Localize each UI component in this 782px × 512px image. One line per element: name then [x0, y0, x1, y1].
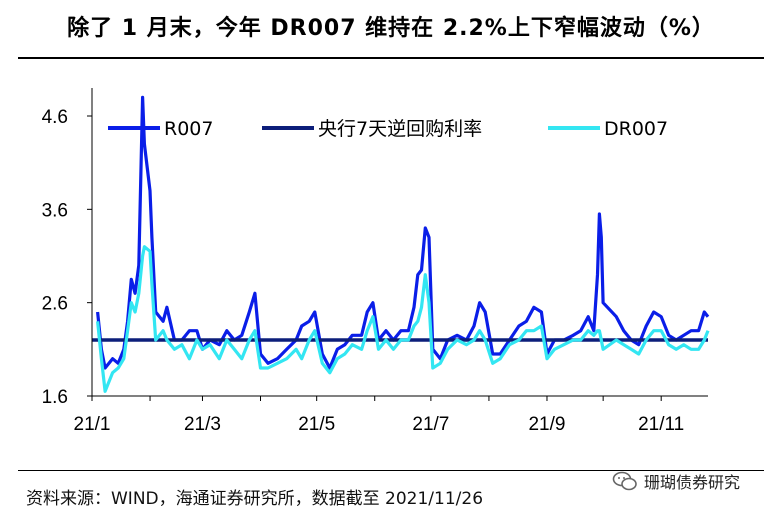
x-tick-label: 21/3 — [184, 414, 221, 435]
legend-label: DR007 — [604, 118, 668, 140]
line-chart: 1.6 2.6 3.6 4.6 21/1 21/3 21/5 21/7 21/9 21/11 R0… — [42, 88, 710, 435]
series-layer — [92, 95, 710, 393]
legend-label: R007 — [164, 118, 213, 140]
watermark: 珊瑚债券研究 — [612, 468, 740, 494]
chart-title: 除了 1 月末，今年 DR007 维持在 2.2%上下窄幅波动（%） — [67, 16, 715, 41]
x-tick-label: 21/5 — [298, 414, 335, 435]
axes-layer: 1.6 2.6 3.6 4.6 21/1 21/3 21/5 21/7 21/9 21/11 — [42, 88, 708, 435]
wechat-icon — [612, 471, 637, 491]
legend: R007 央行7天逆回购利率 DR007 — [108, 118, 668, 140]
title-rule — [18, 57, 764, 59]
y-tick-label: 3.6 — [42, 200, 68, 221]
source-note: 资料来源：WIND，海通证券研究所，数据截至 2021/11/26 — [26, 489, 484, 509]
series-line-2 — [96, 245, 710, 393]
y-tick-label: 2.6 — [42, 294, 68, 315]
y-tick-label: 4.6 — [42, 107, 68, 128]
legend-label: 央行7天逆回购利率 — [318, 118, 482, 140]
watermark-text: 珊瑚债券研究 — [644, 473, 741, 492]
x-tick-label: 21/11 — [638, 414, 684, 435]
y-tick-label: 1.6 — [42, 387, 68, 408]
footer-rule — [18, 470, 764, 471]
x-tick-label: 21/9 — [528, 414, 565, 435]
x-tick-label: 21/7 — [412, 414, 449, 435]
x-tick-label: 21/1 — [74, 414, 111, 435]
